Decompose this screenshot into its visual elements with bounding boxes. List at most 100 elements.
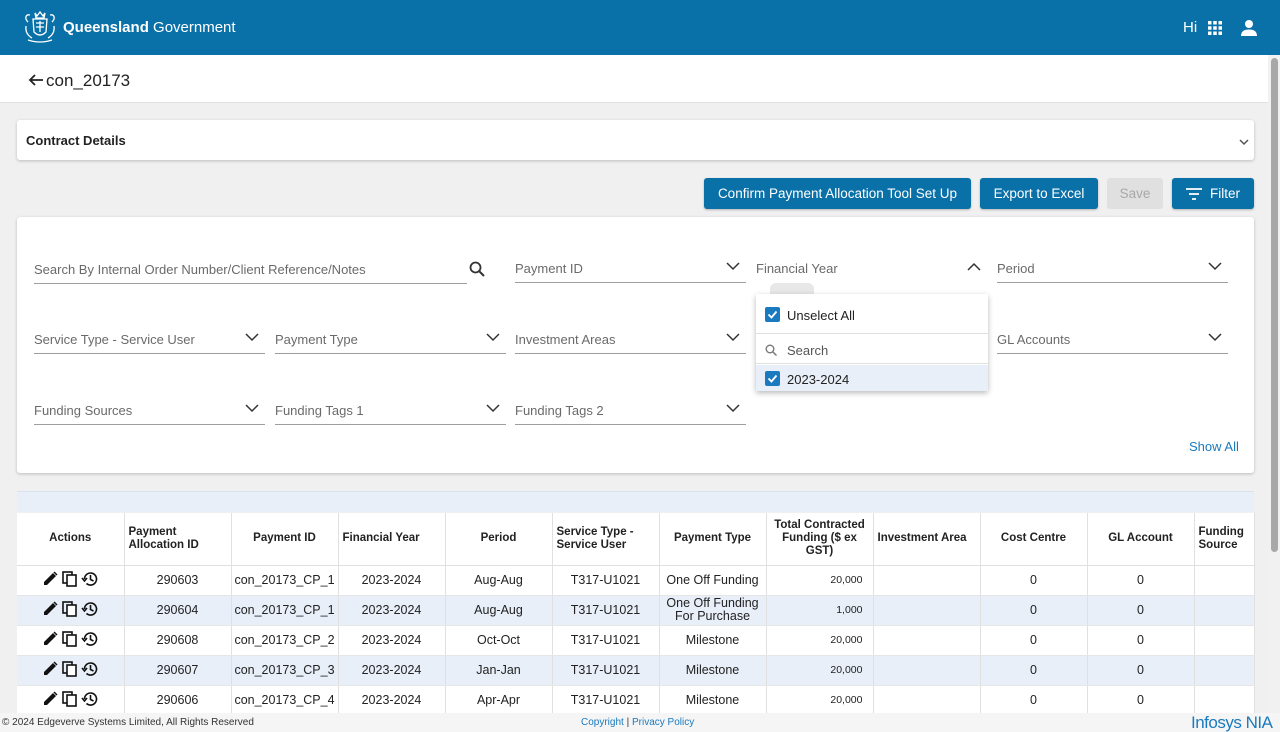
gl-accounts-label: GL Accounts — [997, 332, 1071, 347]
search-placeholder: Search By Internal Order Number/Client R… — [34, 262, 366, 277]
table-cell-pid: con_20173_CP_2 — [231, 625, 339, 656]
table-row[interactable]: 290604 con_20173_CP_1 2023-2024 Aug-Aug T317… — [17, 595, 1255, 626]
table-row[interactable]: 290603 con_20173_CP_1 2023-2024 Aug-Aug T317… — [17, 565, 1255, 596]
row-actions — [17, 595, 125, 626]
table-cell-ptype: Milestone — [659, 685, 767, 716]
table-cell-svc: T317-U1021 — [552, 625, 660, 656]
table-cell-pid: con_20173_CP_1 — [231, 565, 339, 596]
copy-icon[interactable] — [61, 570, 79, 588]
edit-pencil-icon[interactable] — [41, 570, 59, 588]
edit-pencil-icon[interactable] — [41, 600, 59, 618]
copy-icon[interactable] — [61, 600, 79, 618]
footer-separator: | — [626, 717, 630, 728]
chevron-down-icon — [245, 333, 259, 342]
column-header[interactable]: Payment Allocation ID — [124, 513, 232, 566]
top-bar: Queensland Government Hi — [0, 0, 1280, 55]
chevron-down-icon[interactable] — [1238, 136, 1250, 148]
financial-year-option[interactable]: 2023-2024 — [756, 365, 988, 391]
contract-details-panel[interactable]: Contract Details — [17, 120, 1254, 160]
history-icon[interactable] — [81, 690, 99, 708]
period-select[interactable]: Period — [997, 249, 1228, 283]
column-header[interactable]: Period — [445, 513, 553, 566]
copyright-link[interactable]: Copyright — [581, 717, 624, 728]
edit-pencil-icon[interactable] — [41, 630, 59, 648]
table-cell-area — [873, 595, 981, 626]
financial-year-select[interactable]: Financial Year — [756, 249, 987, 283]
table-cell-gl: 0 — [1087, 625, 1195, 656]
gl-accounts-select[interactable]: GL Accounts — [997, 320, 1228, 354]
checkbox-checked[interactable] — [765, 371, 780, 386]
chevron-down-icon — [1208, 333, 1222, 342]
user-account-icon[interactable] — [1240, 19, 1258, 37]
search-input[interactable]: Search By Internal Order Number/Client R… — [34, 250, 485, 284]
page-header: con_20173 — [0, 55, 1268, 103]
table-cell-svc: T317-U1021 — [552, 655, 660, 686]
table-cell-total: 20,000 — [766, 655, 874, 686]
table-row[interactable]: 290606 con_20173_CP_4 2023-2024 Apr-Apr T317… — [17, 685, 1255, 716]
row-actions — [17, 565, 125, 596]
checkbox-checked[interactable] — [765, 307, 780, 322]
back-arrow-icon[interactable] — [28, 72, 44, 88]
table-cell-total: 20,000 — [766, 625, 874, 656]
table-cell-total: 20,000 — [766, 685, 874, 716]
history-icon[interactable] — [81, 570, 99, 588]
investment-areas-label: Investment Areas — [515, 332, 616, 347]
export-to-excel-button[interactable]: Export to Excel — [980, 178, 1098, 209]
copy-icon[interactable] — [61, 660, 79, 678]
table-row[interactable]: 290608 con_20173_CP_2 2023-2024 Oct-Oct T317… — [17, 625, 1255, 656]
chevron-down-icon — [726, 333, 740, 342]
column-header[interactable]: Financial Year — [338, 513, 446, 566]
column-header[interactable]: Payment Type — [659, 513, 767, 566]
funding-tags-2-select[interactable]: Funding Tags 2 — [515, 391, 746, 425]
show-all-link[interactable]: Show All — [1189, 439, 1239, 454]
history-icon[interactable] — [81, 630, 99, 648]
table-cell-area — [873, 565, 981, 596]
payment-type-label: Payment Type — [275, 332, 358, 347]
apps-grid-icon[interactable] — [1208, 21, 1222, 35]
funding-tags-1-select[interactable]: Funding Tags 1 — [275, 391, 506, 425]
confirm-payment-allocation-button[interactable]: Confirm Payment Allocation Tool Set Up — [704, 178, 971, 209]
funding-sources-select[interactable]: Funding Sources — [34, 391, 265, 425]
table-cell-ptype: Milestone — [659, 625, 767, 656]
table-cell-gl: 0 — [1087, 595, 1195, 626]
service-type-select[interactable]: Service Type - Service User — [34, 320, 265, 354]
save-button[interactable]: Save — [1107, 178, 1163, 209]
table-cell-cc: 0 — [980, 685, 1088, 716]
table-cell-fs — [1194, 685, 1255, 716]
copy-icon[interactable] — [61, 690, 79, 708]
history-icon[interactable] — [81, 600, 99, 618]
search-icon[interactable] — [469, 261, 485, 277]
dropdown-search-input[interactable]: Search — [756, 335, 988, 364]
payment-id-label: Payment ID — [515, 261, 583, 276]
table-cell-cc: 0 — [980, 625, 1088, 656]
edit-pencil-icon[interactable] — [41, 660, 59, 678]
greeting: Hi — [1183, 19, 1198, 36]
copy-icon[interactable] — [61, 630, 79, 648]
payment-id-select[interactable]: Payment ID — [515, 249, 746, 283]
table-cell-alloc: 290608 — [124, 625, 232, 656]
table-cell-pid: con_20173_CP_3 — [231, 655, 339, 686]
table-row[interactable]: 290607 con_20173_CP_3 2023-2024 Jan-Jan T317… — [17, 655, 1255, 686]
table-cell-cc: 0 — [980, 595, 1088, 626]
edit-pencil-icon[interactable] — [41, 690, 59, 708]
column-header[interactable]: Cost Centre — [980, 513, 1088, 566]
column-header[interactable]: GL Account — [1087, 513, 1195, 566]
column-header[interactable]: Service Type - Service User — [552, 513, 660, 566]
column-header[interactable]: Payment ID — [231, 513, 339, 566]
filter-button[interactable]: Filter — [1172, 178, 1254, 209]
unselect-all-option[interactable]: Unselect All — [756, 294, 988, 334]
scrollbar-thumb[interactable] — [1271, 58, 1278, 552]
financial-year-option-label: 2023-2024 — [787, 372, 850, 387]
check-icon — [767, 310, 778, 319]
footer-copyright-text: © 2024 Edgeverve Systems Limited, All Ri… — [2, 717, 254, 728]
column-header[interactable]: Investment Area — [873, 513, 981, 566]
investment-areas-select[interactable]: Investment Areas — [515, 320, 746, 354]
column-header[interactable]: Funding Source — [1194, 513, 1255, 566]
privacy-policy-link[interactable]: Privacy Policy — [631, 717, 695, 728]
table-cell-period: Apr-Apr — [445, 685, 553, 716]
payment-type-select[interactable]: Payment Type — [275, 320, 506, 354]
column-header[interactable]: Total Contracted Funding ($ ex GST) — [766, 513, 874, 566]
funding-tags-1-label: Funding Tags 1 — [275, 403, 364, 418]
history-icon[interactable] — [81, 660, 99, 678]
column-header[interactable]: Actions — [17, 513, 125, 566]
